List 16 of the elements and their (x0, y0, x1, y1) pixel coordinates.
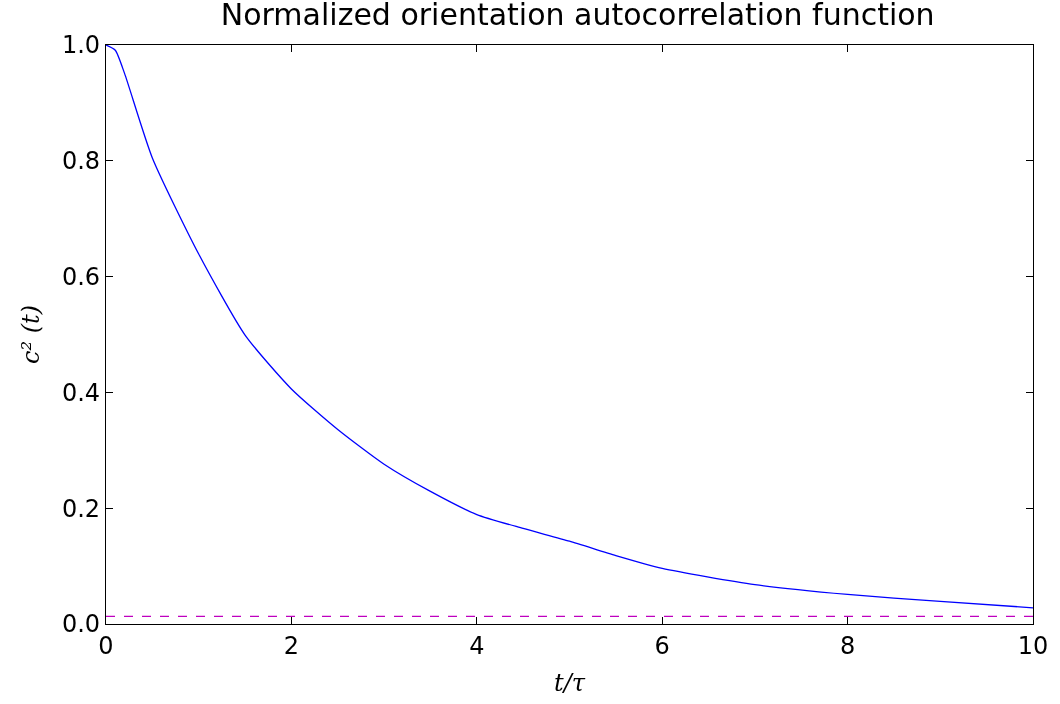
x-tick-label: 0 (98, 631, 114, 660)
y-tick-label: 0.0 (61, 610, 101, 639)
y-tick-label: 0.2 (61, 494, 101, 523)
x-tick-label: 2 (283, 631, 300, 660)
y-axis-title: c² (t) (16, 304, 45, 365)
x-tick-label: 6 (654, 631, 670, 660)
x-tick-label: 8 (839, 631, 856, 660)
x-tick-label: 10 (1017, 631, 1049, 660)
y-tick-label: 1.0 (61, 31, 101, 60)
x-axis-title: t/τ (553, 669, 586, 698)
y-tick-label: 0.8 (61, 147, 101, 176)
chart-title: Normalized orientation autocorrelation function (220, 0, 935, 32)
x-tick-label: 4 (469, 631, 485, 660)
y-tick-label: 0.4 (61, 378, 101, 407)
y-tick-label: 0.6 (61, 263, 101, 291)
line-series (106, 45, 1033, 609)
